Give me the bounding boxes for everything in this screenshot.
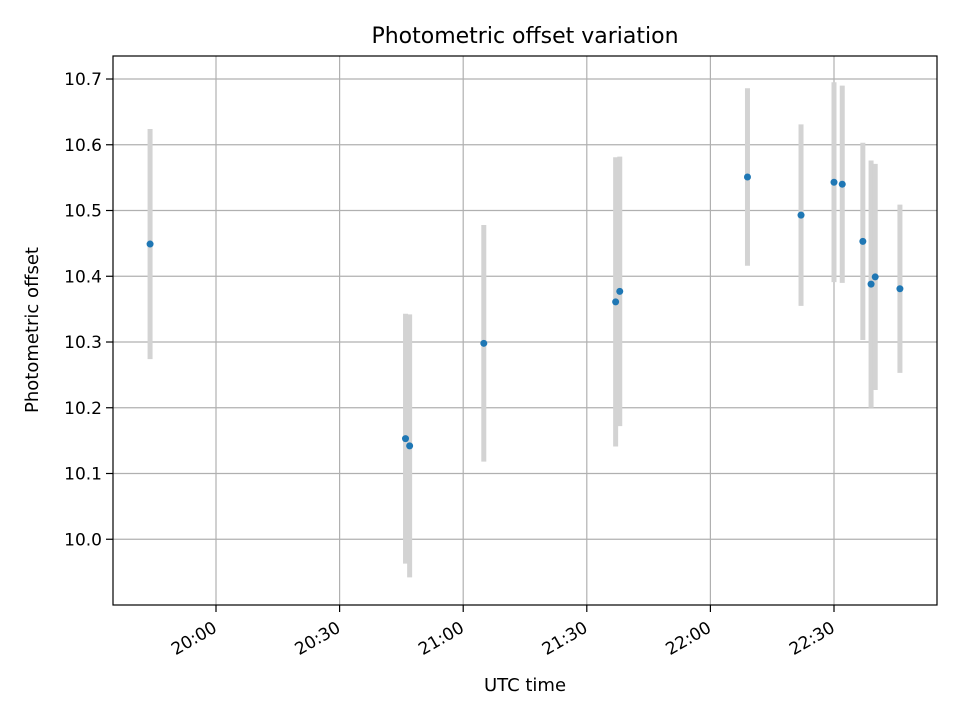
- data-point: [146, 240, 154, 248]
- data-points: [146, 173, 904, 450]
- data-point: [797, 211, 805, 219]
- y-tick-label: 10.4: [64, 267, 102, 287]
- data-point: [871, 273, 879, 281]
- data-point: [616, 287, 624, 295]
- data-point: [867, 280, 875, 288]
- data-point: [612, 298, 620, 306]
- data-point: [743, 173, 751, 181]
- y-tick-label: 10.3: [64, 333, 102, 353]
- y-axis-label: Photometric offset: [22, 247, 43, 413]
- y-tick-label: 10.1: [64, 465, 102, 485]
- y-tick-label: 10.5: [64, 202, 102, 222]
- data-point: [859, 237, 867, 245]
- data-point: [896, 285, 904, 293]
- plot-frame: [112, 55, 938, 606]
- y-ticks: 10.0 10.1 10.2 10.3 10.4 10.5 10.6 10.7: [64, 70, 113, 550]
- data-point: [838, 180, 846, 188]
- chart-title: Photometric offset variation: [371, 24, 678, 49]
- data-point: [830, 178, 838, 186]
- data-point: [402, 435, 410, 443]
- y-tick-label: 10.0: [64, 530, 102, 550]
- y-tick-label: 10.6: [64, 136, 102, 156]
- data-point: [406, 442, 414, 450]
- y-tick-label: 10.7: [64, 70, 102, 90]
- y-tick-label: 10.2: [64, 399, 102, 419]
- x-axis-label: UTC time: [484, 675, 566, 696]
- data-point: [480, 339, 488, 347]
